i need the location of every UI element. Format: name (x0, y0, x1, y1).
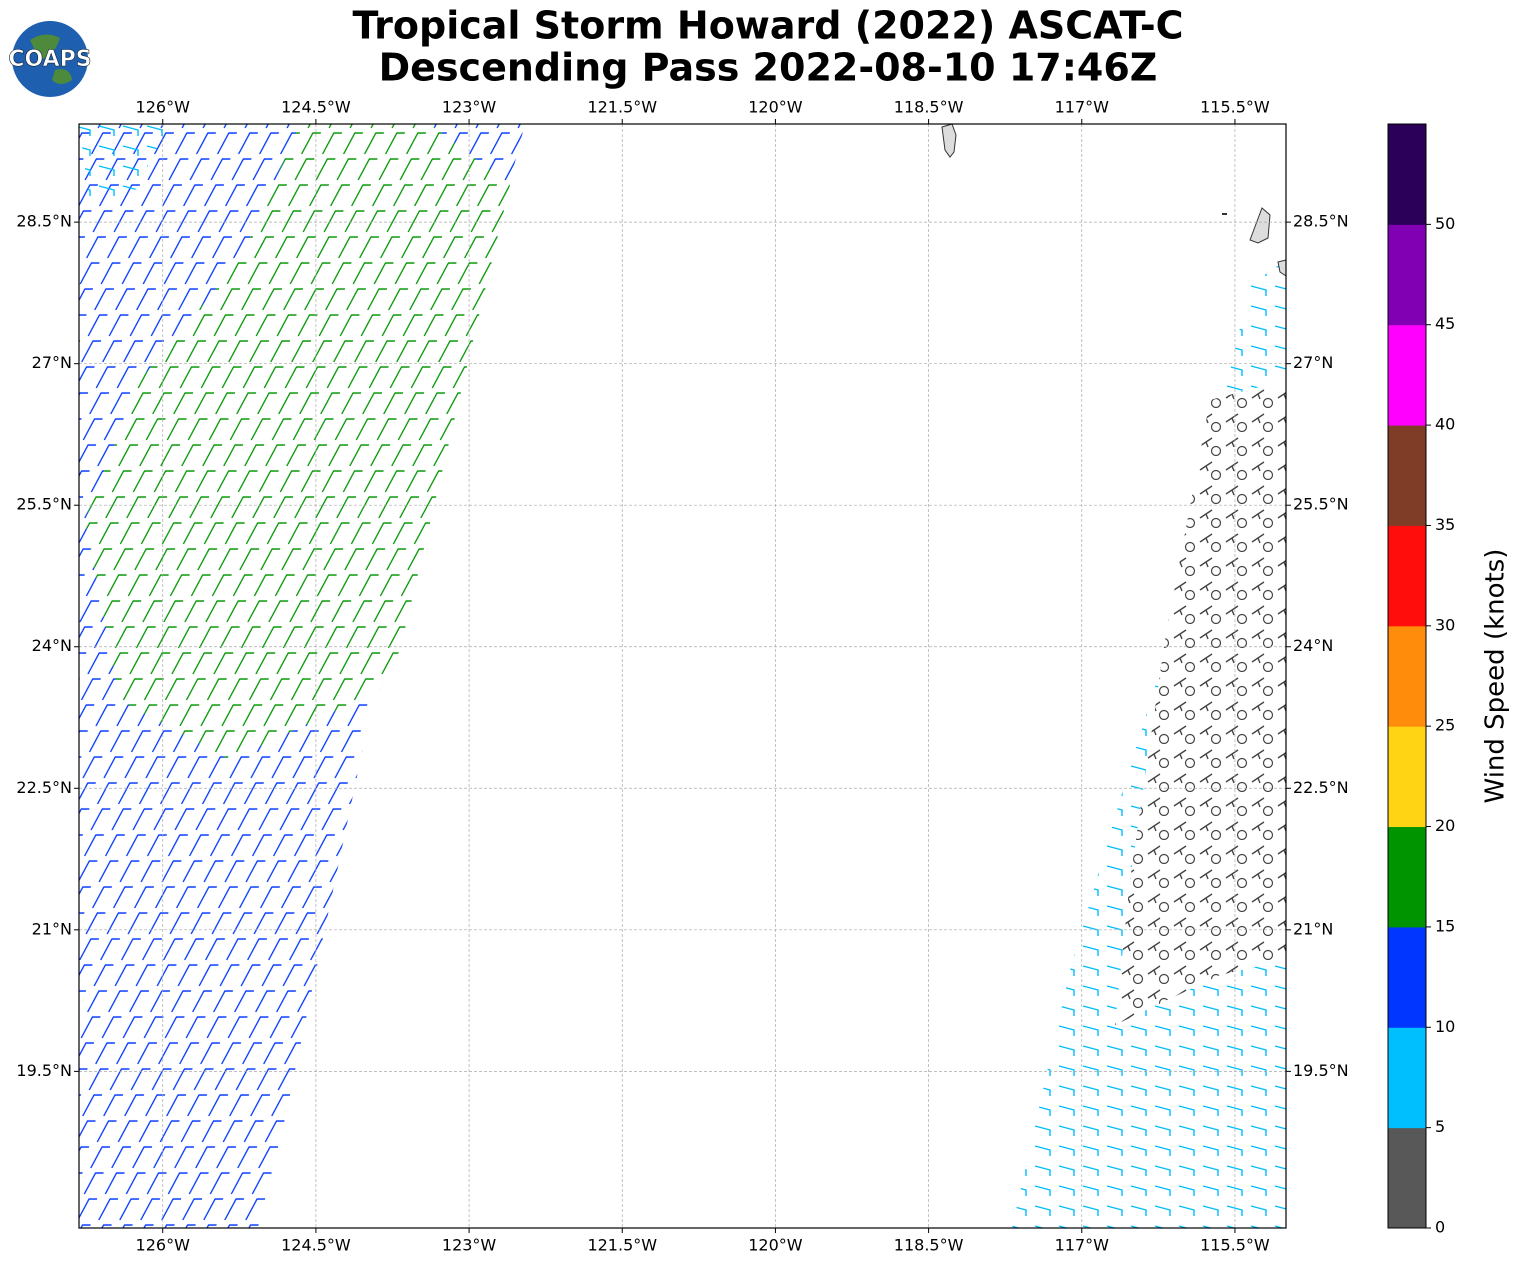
colorbar-segment (1388, 425, 1426, 526)
colorbar-segment (1388, 826, 1426, 928)
x-tick-label: 121.5°W (587, 1236, 657, 1255)
logo-text: COAPS (8, 47, 91, 72)
y-tick-label: 22.5°N (1293, 778, 1349, 797)
land (941, 123, 1287, 277)
colorbar-segment (1388, 124, 1426, 225)
swath-east-calm (1115, 380, 1286, 1025)
x-tick-label: 121.5°W (587, 98, 657, 117)
colorbar-tick-label: 0 (1435, 1218, 1445, 1237)
y-tick-label: 27°N (32, 353, 72, 372)
colorbar-label: Wind Speed (knots) (1481, 549, 1511, 804)
x-tick-label: 120°W (748, 1236, 803, 1255)
y-tick-label: 21°N (32, 919, 72, 938)
swath-moderate (85, 124, 510, 760)
y-tick-label: 19.5°N (1293, 1061, 1349, 1080)
colorbar-segment (1388, 1027, 1426, 1129)
colorbar-tick-label: 35 (1435, 515, 1455, 534)
colorbar-segment (1388, 726, 1426, 828)
colorbar-segment (1388, 324, 1426, 426)
colorbar-segment (1388, 625, 1426, 727)
y-tick-label: 24°N (32, 636, 72, 655)
x-tick-label: 118.5°W (894, 98, 964, 117)
colorbar-tick-label: 45 (1435, 314, 1455, 333)
y-tick-label: 27°N (1293, 353, 1333, 372)
x-tick-label: 124.5°W (281, 1236, 351, 1255)
colorbar-tick-label: 30 (1435, 615, 1455, 634)
colorbar-tick-label: 20 (1435, 816, 1455, 835)
logo: COAPS (8, 21, 92, 97)
colorbar-tick-label: 40 (1435, 415, 1455, 434)
x-tick-label: 126°W (136, 1236, 191, 1255)
x-tick-label: 115.5°W (1200, 98, 1270, 117)
colorbar-tick-label: 5 (1435, 1117, 1445, 1136)
x-tick-label: 123°W (442, 98, 497, 117)
y-tick-label: 22.5°N (16, 778, 72, 797)
y-tick-label: 24°N (1293, 636, 1333, 655)
colorbar-tick-label: 25 (1435, 716, 1455, 735)
x-tick-label: 115.5°W (1200, 1236, 1270, 1255)
colorbar-frame (1387, 123, 1427, 1229)
y-tick-label: 28.5°N (16, 212, 72, 231)
map-frame (78, 123, 1287, 1229)
colorbar-tick-label: 50 (1435, 214, 1455, 233)
x-tick-label: 124.5°W (281, 98, 351, 117)
island (941, 123, 957, 158)
wind-swaths (79, 124, 1286, 1228)
x-tick-label: 118.5°W (894, 1236, 964, 1255)
colorbar-segment (1388, 926, 1426, 1028)
x-tick-label: 120°W (748, 98, 803, 117)
y-tick-label: 25.5°N (1293, 495, 1349, 514)
colorbar-segment (1388, 1127, 1426, 1229)
x-tick-label: 117°W (1055, 1236, 1110, 1255)
island (1249, 207, 1271, 244)
colorbar-tick-label: 15 (1435, 916, 1455, 935)
logo-land (30, 34, 72, 84)
x-tick-label: 117°W (1055, 98, 1110, 117)
x-tick-label: 123°W (442, 1236, 497, 1255)
y-tick-label: 19.5°N (16, 1061, 72, 1080)
y-tick-label: 25.5°N (16, 495, 72, 514)
colorbar-segment (1388, 224, 1426, 326)
swath-light (79, 124, 170, 205)
chart-subtitle: Descending Pass 2022-08-10 17:46Z (379, 46, 1158, 90)
chart-title: Tropical Storm Howard (2022) ASCAT-C (352, 4, 1183, 48)
colorbar-segment (1388, 525, 1426, 627)
y-tick-label: 28.5°N (1293, 212, 1349, 231)
x-tick-label: 126°W (136, 98, 191, 117)
y-tick-label: 21°N (1293, 919, 1333, 938)
colorbar-tick-label: 10 (1435, 1017, 1455, 1036)
